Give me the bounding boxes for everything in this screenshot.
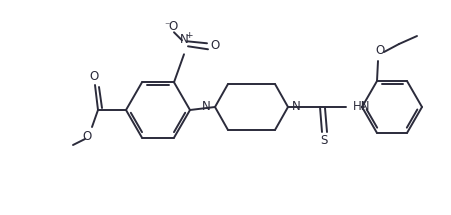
Text: S: S — [320, 135, 328, 147]
Text: ⁻: ⁻ — [164, 21, 170, 31]
Text: N: N — [292, 100, 301, 114]
Text: +: + — [185, 31, 193, 40]
Text: N: N — [202, 100, 211, 114]
Text: O: O — [168, 20, 178, 33]
Text: O: O — [83, 129, 92, 143]
Text: N: N — [179, 33, 189, 46]
Text: O: O — [375, 43, 385, 57]
Text: HN: HN — [353, 100, 371, 114]
Text: O: O — [210, 39, 220, 52]
Text: O: O — [89, 69, 99, 83]
